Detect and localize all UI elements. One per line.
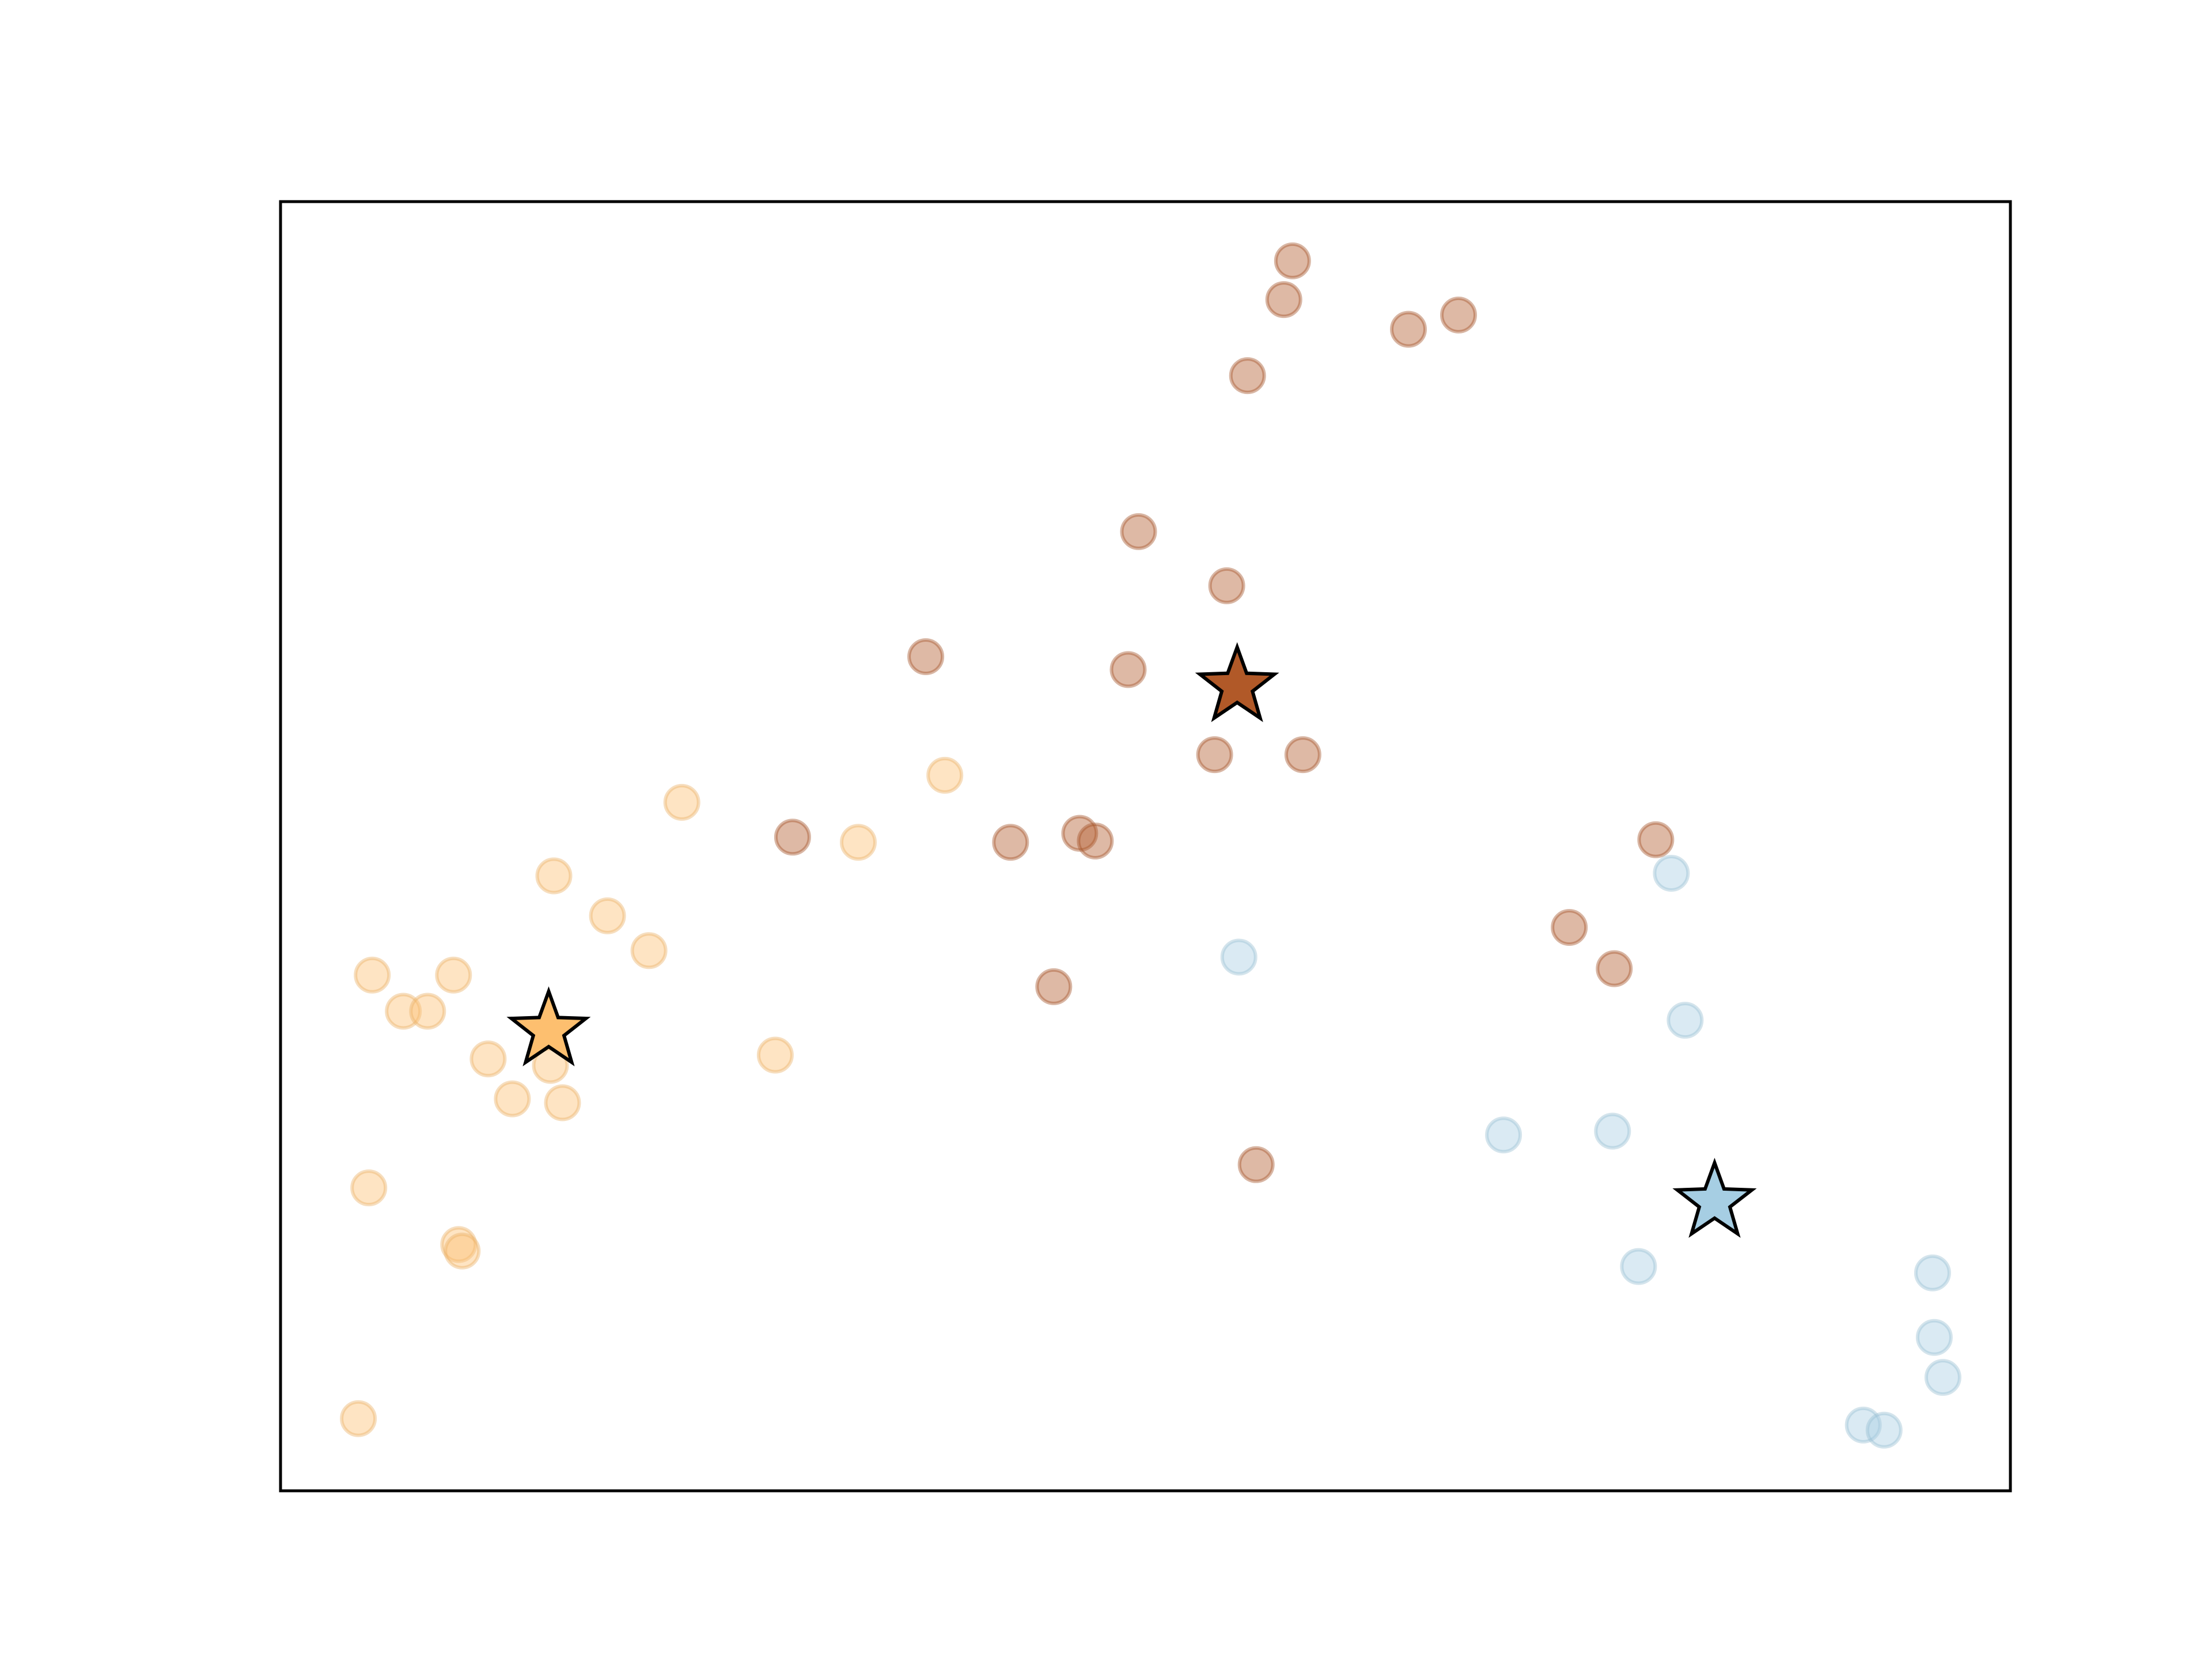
cluster-2-point-1	[1274, 242, 1311, 279]
cluster-1-point-2	[385, 993, 422, 1030]
cluster-1-point-9	[535, 857, 573, 895]
cluster-3-point-7	[1914, 1254, 1951, 1291]
cluster-2-point-15	[1077, 823, 1114, 859]
cluster-2-point-2	[1265, 281, 1302, 319]
cluster-1-point-18	[444, 1232, 481, 1270]
cluster-2-point-14	[1061, 815, 1099, 852]
cluster-1-point-14	[840, 824, 877, 861]
cluster-1-point-1	[354, 956, 391, 994]
cluster-2-point-12	[774, 819, 811, 856]
plot-area-frame	[279, 200, 2012, 1493]
cluster-3-point-3	[1666, 1002, 1704, 1039]
cluster-1-point-8	[544, 1084, 581, 1122]
cluster-1-point-4	[435, 956, 472, 994]
cluster-2-point-10	[1196, 736, 1233, 774]
points-layer	[340, 242, 1961, 1449]
cluster-3-centroid-star	[1672, 1157, 1757, 1238]
cluster-2-point-4	[1440, 296, 1477, 334]
cluster-3-point-5	[1594, 1112, 1631, 1150]
cluster-1-point-11	[630, 932, 668, 969]
cluster-2-point-5	[1229, 357, 1266, 395]
cluster-2-point-7	[1208, 567, 1245, 604]
cluster-2-point-20	[1237, 1146, 1275, 1183]
cluster-3-point-10	[1844, 1406, 1882, 1444]
cluster-2-centroid-star	[1195, 642, 1279, 722]
cluster-2-point-13	[992, 824, 1029, 861]
cluster-1-centroid-star	[506, 986, 591, 1067]
cluster-1-point-19	[340, 1400, 377, 1437]
cluster-2-point-17	[1551, 909, 1588, 946]
cluster-3-point-4	[1485, 1116, 1522, 1154]
cluster-3-point-8	[1915, 1319, 1953, 1356]
cluster-2-point-8	[907, 638, 945, 675]
cluster-1-point-15	[926, 756, 964, 794]
cluster-3-point-1	[1653, 855, 1690, 892]
cluster-2-point-18	[1596, 950, 1633, 987]
cluster-1-point-5	[469, 1040, 507, 1078]
cluster-2-point-6	[1120, 513, 1157, 550]
cluster-2-point-3	[1390, 310, 1427, 348]
cluster-3-point-9	[1924, 1359, 1961, 1396]
cluster-1-point-6	[494, 1080, 531, 1118]
cluster-1-point-10	[589, 897, 626, 934]
cluster-3-point-11	[1865, 1411, 1903, 1449]
cluster-2-point-16	[1637, 821, 1675, 858]
cluster-3-point-6	[1620, 1248, 1657, 1285]
centroids-layer	[506, 642, 1757, 1238]
cluster-1-point-3	[409, 993, 446, 1030]
cluster-2-point-9	[1109, 651, 1147, 688]
cluster-1-point-13	[756, 1036, 794, 1074]
cluster-3-point-2	[1220, 938, 1257, 976]
cluster-2-point-11	[1284, 736, 1321, 774]
cluster-1-point-16	[350, 1169, 388, 1207]
cluster-1-point-17	[440, 1226, 478, 1263]
cluster-1-point-12	[663, 783, 700, 821]
cluster-2-point-19	[1035, 968, 1073, 1005]
